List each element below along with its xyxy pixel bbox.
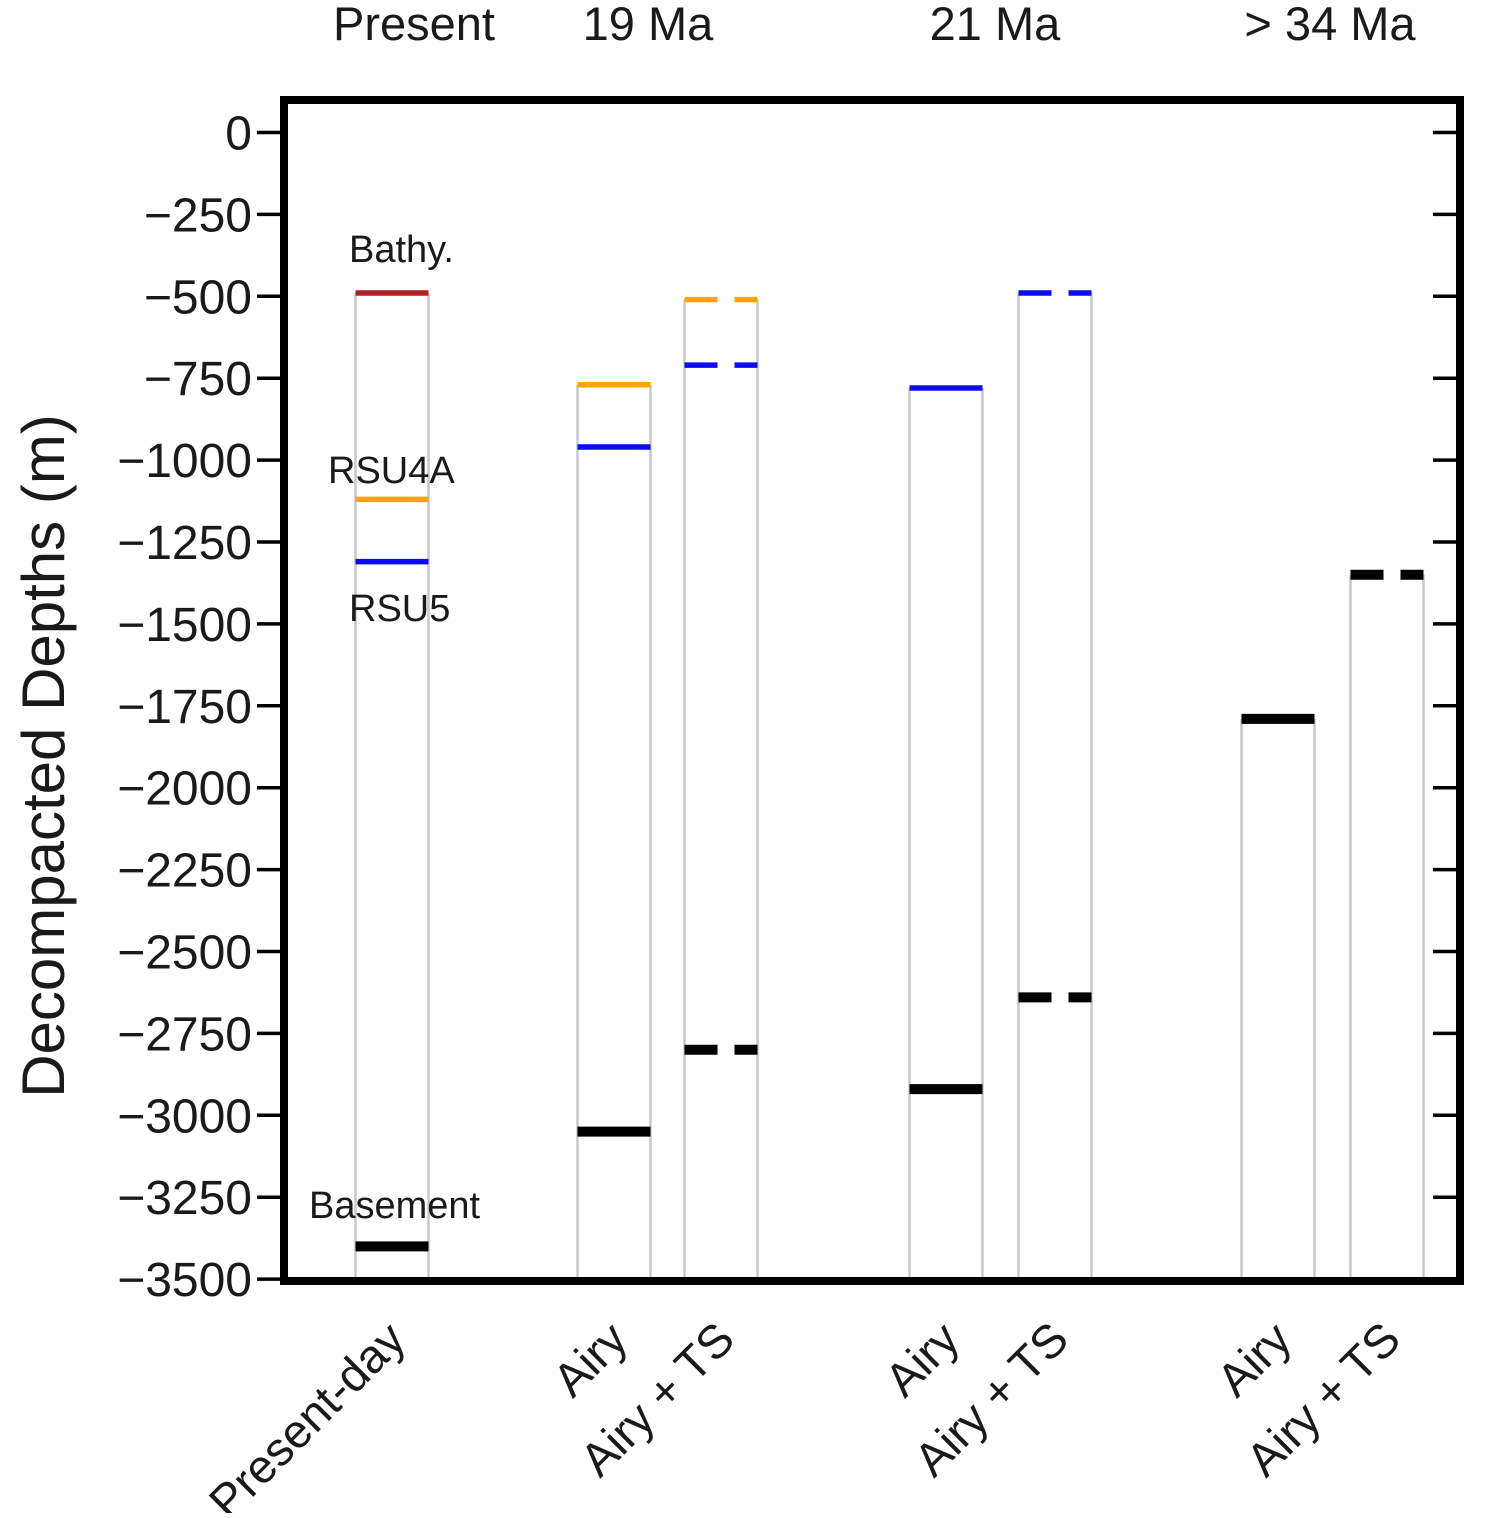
y-tick-label: −1750 <box>117 681 252 734</box>
y-tick-label: −3500 <box>117 1254 252 1307</box>
y-tick-label: −750 <box>144 353 252 406</box>
annotation-bathy: Bathy. <box>349 229 454 271</box>
y-tick-label: −250 <box>144 189 252 242</box>
y-axis-title: Decompacted Depths (m) <box>10 414 77 1098</box>
annotation-basement: Basement <box>309 1185 481 1227</box>
age-label: 21 Ma <box>930 0 1061 50</box>
annotation-rsu4a: RSU4A <box>328 450 455 492</box>
y-tick-label: −500 <box>144 271 252 324</box>
annotation-rsu5: RSU5 <box>349 588 450 630</box>
age-label: Present <box>333 0 495 50</box>
y-tick-label: −2500 <box>117 927 252 980</box>
y-tick-label: −2750 <box>117 1008 252 1061</box>
age-label: > 34 Ma <box>1244 0 1416 50</box>
y-tick-label: −3000 <box>117 1090 252 1143</box>
plot-border <box>280 96 1464 1285</box>
y-tick-label: −1000 <box>117 435 252 488</box>
y-tick-label: −1250 <box>117 517 252 570</box>
y-tick-label: −2000 <box>117 763 252 816</box>
y-tick-label: −2250 <box>117 845 252 898</box>
y-tick-label: 0 <box>225 108 252 161</box>
y-tick-label: −3250 <box>117 1172 252 1225</box>
age-label: 19 Ma <box>583 0 714 50</box>
y-tick-label: −1500 <box>117 599 252 652</box>
